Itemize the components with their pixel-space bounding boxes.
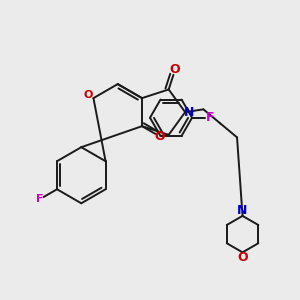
Text: N: N	[184, 106, 195, 118]
Text: N: N	[237, 204, 248, 217]
Text: O: O	[155, 130, 165, 143]
Text: F: F	[35, 194, 43, 205]
Text: F: F	[206, 111, 214, 124]
Text: O: O	[170, 63, 180, 76]
Text: O: O	[83, 90, 93, 100]
Text: O: O	[237, 251, 248, 265]
